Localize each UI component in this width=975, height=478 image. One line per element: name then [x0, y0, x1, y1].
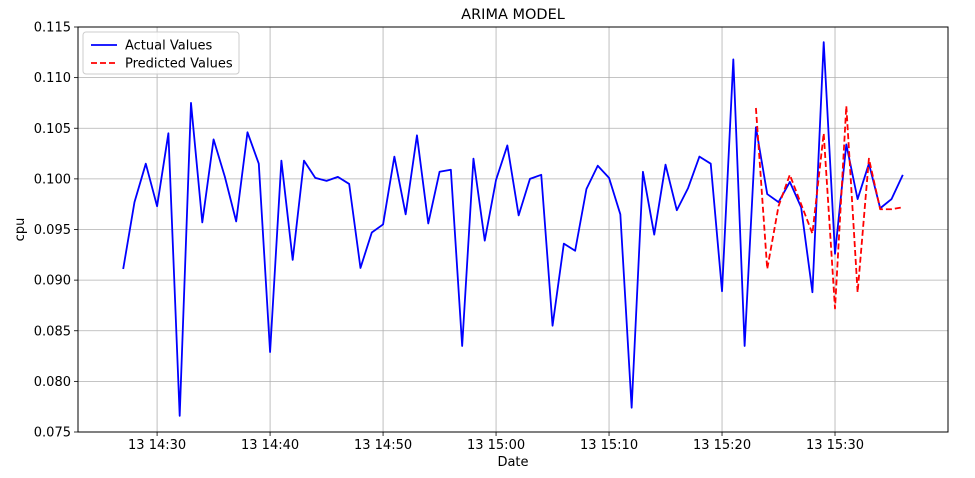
- series-lines: [122, 41, 904, 417]
- y-tick-label: 0.115: [34, 21, 71, 36]
- chart-title: ARIMA MODEL: [461, 7, 565, 23]
- grid: [78, 26, 948, 433]
- y-tick-label: 0.090: [34, 274, 71, 289]
- y-axis-ticks: 0.075 0.080 0.085 0.090 0.095 0.100 0.105 0.110…: [34, 21, 78, 441]
- series-line-predicted-values: [755, 105, 903, 310]
- x-tick-label: 13 14:30: [128, 438, 186, 453]
- x-tick-label: 13 14:40: [241, 438, 299, 453]
- y-tick-label: 0.110: [34, 71, 71, 86]
- x-tick-label: 13 14:50: [354, 438, 412, 453]
- x-axis-label: Date: [497, 455, 528, 470]
- y-tick-label: 0.100: [34, 172, 71, 187]
- x-tick-label: 13 15:10: [580, 438, 638, 453]
- plot-frame: [77, 26, 949, 433]
- legend-label: Actual Values: [125, 39, 213, 54]
- legend: Actual Values Predicted Values: [82, 31, 240, 75]
- y-tick-label: 0.085: [34, 324, 71, 339]
- y-tick-label: 0.095: [34, 223, 71, 238]
- legend-label: Predicted Values: [125, 57, 233, 72]
- legend-box: [82, 31, 240, 75]
- x-tick-label: 13 15:20: [693, 438, 751, 453]
- y-tick-label: 0.080: [34, 375, 71, 390]
- x-tick-label: 13 15:30: [806, 438, 864, 453]
- y-tick-label: 0.075: [34, 426, 71, 441]
- series-line-actual-values: [122, 41, 904, 417]
- y-tick-label: 0.105: [34, 122, 71, 137]
- y-axis-label: cpu: [13, 218, 28, 242]
- x-axis-ticks: 13 14:30 13 14:40 13 14:50 13 15:00 13 15:10…: [128, 432, 864, 453]
- x-tick-label: 13 15:00: [467, 438, 525, 453]
